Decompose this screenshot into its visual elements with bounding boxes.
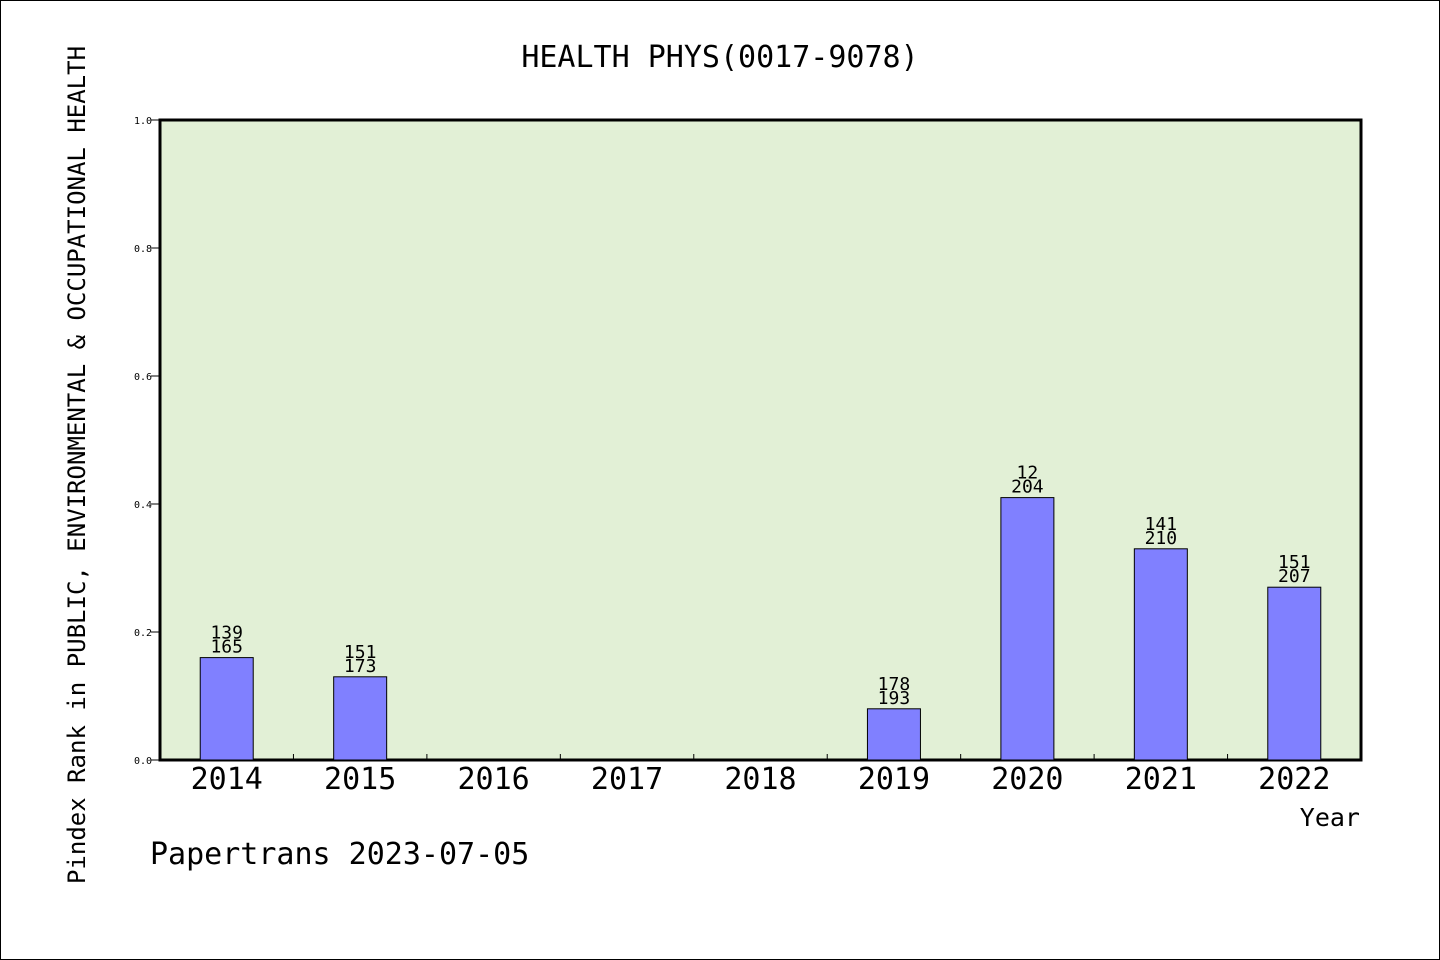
bar <box>199 657 254 761</box>
bar-label-top: 151 <box>1278 552 1311 573</box>
y-tick-label: 0.6 <box>134 372 152 383</box>
x-tick-label: 2016 <box>457 762 529 797</box>
x-tick-label: 2019 <box>858 762 930 797</box>
y-tick-label: 0.2 <box>134 628 152 639</box>
footer-credit: Papertrans 2023-07-05 <box>150 837 529 872</box>
y-tick-label: 0.4 <box>134 500 152 511</box>
x-tick-label: 2021 <box>1125 762 1197 797</box>
bar-label-bottom: 207 <box>1278 566 1311 587</box>
y-tick-label: 1.0 <box>134 116 152 127</box>
y-tick-label: 0.8 <box>134 244 152 255</box>
bar-label-bottom: 165 <box>210 637 243 658</box>
bar <box>333 676 388 761</box>
bar-label-bottom: 210 <box>1145 528 1178 549</box>
bar-label-bottom: 193 <box>878 688 911 709</box>
bar-label-top: 139 <box>210 623 243 644</box>
x-tick-label: 2015 <box>324 762 396 797</box>
bar <box>866 708 921 761</box>
bar <box>1133 548 1188 761</box>
x-tick-label: 2022 <box>1258 762 1330 797</box>
y-axis-ticks: 0.0 0.2 0.4 0.6 0.8 1.0 <box>134 116 160 767</box>
bar-label-top: 141 <box>1145 514 1178 535</box>
x-tick-label: 2017 <box>591 762 663 797</box>
y-axis-label: Pindex Rank in PUBLIC, ENVIRONMENTAL & O… <box>63 46 91 884</box>
bar <box>1000 497 1055 761</box>
x-tick-label: 2018 <box>724 762 796 797</box>
x-axis-label: Year <box>1300 803 1360 832</box>
x-axis-ticks: 2014 2015 2016 2017 2018 2019 2020 2021 2022 <box>191 754 1330 797</box>
x-tick-label: 2014 <box>191 762 263 797</box>
bar-label-bottom: 173 <box>344 656 377 677</box>
x-tick-label: 2020 <box>991 762 1063 797</box>
y-tick-label: 0.0 <box>134 756 152 767</box>
chart-title: HEALTH PHYS(0017-9078) <box>521 40 918 75</box>
bar-label-top: 178 <box>878 674 911 695</box>
bar-label-bottom: 204 <box>1011 477 1044 498</box>
bar-label-top: 12 <box>1017 463 1039 484</box>
bar <box>1267 586 1322 761</box>
bar-label-top: 151 <box>344 642 377 663</box>
